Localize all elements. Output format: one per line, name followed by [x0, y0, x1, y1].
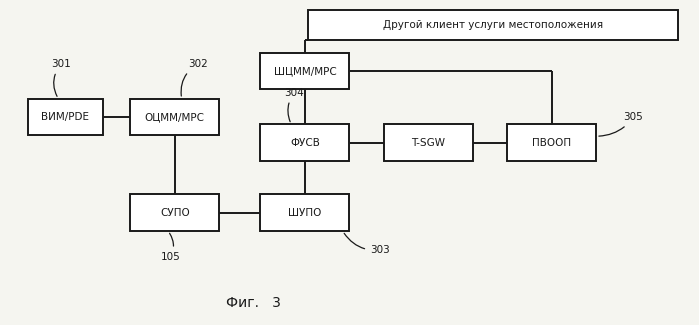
Bar	[507, 124, 596, 161]
Bar	[308, 10, 678, 40]
Text: 304: 304	[284, 88, 304, 122]
Bar	[261, 124, 350, 161]
Text: ФУСВ: ФУСВ	[290, 137, 320, 148]
Bar	[384, 124, 473, 161]
Text: ОЦММ/MPC: ОЦММ/MPC	[145, 112, 205, 122]
Text: Фиг.   3: Фиг. 3	[226, 296, 281, 310]
Text: T-SGW: T-SGW	[411, 137, 445, 148]
Bar	[261, 53, 350, 89]
Text: ВИМ/PDE: ВИМ/PDE	[41, 112, 89, 122]
Text: 301: 301	[52, 59, 71, 96]
Text: ШУПО: ШУПО	[288, 208, 322, 218]
Bar	[130, 194, 219, 231]
Text: Другой клиент услуги местоположения: Другой клиент услуги местоположения	[383, 20, 603, 30]
Text: 305: 305	[599, 112, 643, 136]
Text: 302: 302	[181, 59, 208, 96]
Text: 105: 105	[161, 233, 181, 262]
Text: ШЦММ/MPC: ШЦММ/MPC	[273, 66, 336, 76]
Text: СУПО: СУПО	[160, 208, 189, 218]
Bar	[27, 99, 103, 136]
Bar	[261, 194, 350, 231]
Bar	[130, 99, 219, 136]
Text: ПВООП: ПВООП	[532, 137, 571, 148]
Text: 303: 303	[344, 233, 390, 255]
